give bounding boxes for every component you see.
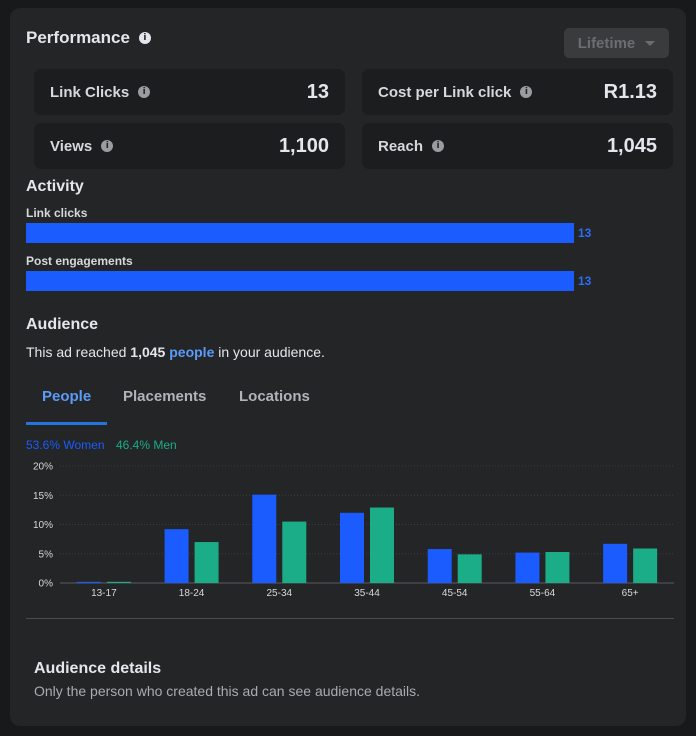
bar-women [515, 552, 540, 583]
tab-locations[interactable]: Locations [239, 388, 310, 405]
metric-label: Cost per Link click [378, 83, 512, 101]
x-tick-label: 45-54 [442, 588, 468, 599]
info-icon[interactable]: i [432, 140, 445, 152]
activity-label-post-engagements: Post engagements [26, 254, 133, 268]
metric-card-cost-per-link-click: Cost per Link click i R1.13 [362, 69, 673, 115]
metric-value: 1,100 [278, 134, 329, 157]
info-icon[interactable]: i [101, 140, 114, 152]
tab-placements[interactable]: Placements [123, 388, 207, 405]
metric-label: Views [50, 137, 93, 155]
y-tick-label: 15% [33, 491, 53, 502]
metric-value: R1.13 [603, 80, 657, 103]
metric-label: Reach [378, 137, 424, 155]
y-tick-label: 10% [33, 520, 53, 531]
info-icon[interactable]: i [138, 32, 151, 44]
audience-details-description: Only the person who created this ad can … [34, 683, 421, 699]
x-tick-label: 35-44 [354, 588, 380, 599]
reach-count: 1,045 [130, 344, 166, 360]
x-tick-label: 55-64 [530, 588, 556, 599]
activity-bar-post-engagements [26, 271, 574, 291]
metric-card-link-clicks: Link Clicks i 13 [34, 69, 345, 115]
reach-prefix: This ad reached [26, 344, 131, 360]
date-range-dropdown[interactable]: Lifetime [564, 28, 669, 58]
y-tick-label: 5% [39, 549, 54, 560]
activity-label-link-clicks: Link clicks [26, 206, 88, 220]
metric-value: 1,045 [606, 134, 657, 157]
x-tick-label: 13-17 [91, 588, 117, 599]
x-tick-label: 18-24 [179, 588, 205, 599]
bar-women [340, 512, 364, 583]
activity-value-post-engagements: 13 [578, 274, 592, 288]
info-icon[interactable]: i [138, 86, 151, 98]
activity-value-link-clicks: 13 [578, 226, 592, 240]
y-tick-label: 20% [33, 462, 53, 473]
bar-women [427, 549, 452, 583]
metric-card-reach: Reach i 1,045 [362, 123, 673, 169]
bar-men [545, 551, 570, 583]
activity-title: Activity [26, 178, 84, 195]
chevron-down-icon [645, 40, 656, 46]
bar-men [282, 521, 307, 583]
audience-title: Audience [26, 316, 99, 333]
metric-card-views: Views i 1,100 [34, 123, 345, 169]
audience-details-title: Audience details [34, 660, 162, 677]
metric-label: Link Clicks [50, 83, 130, 101]
active-tab-indicator [26, 422, 107, 425]
reach-suffix: in your audience. [214, 344, 325, 360]
bar-women [252, 494, 277, 583]
activity-bar-link-clicks [26, 223, 574, 243]
performance-title: Performance [26, 28, 130, 47]
tab-people[interactable]: People [42, 388, 92, 405]
date-range-value: Lifetime [577, 34, 636, 52]
audience-bar-chart: 0% 5% 10% 15% 20% 13-17 18-24 25-34 35-44 45-54 55… [33, 462, 674, 599]
bar-women [603, 543, 628, 583]
metric-value: 13 [306, 80, 329, 103]
divider [26, 618, 674, 619]
legend-women: 53.6% Women [26, 438, 105, 452]
audience-reach-sentence: This ad reached 1,045 people in your aud… [26, 344, 325, 360]
legend-men: 46.4% Men [116, 438, 177, 452]
x-tick-label: 25-34 [266, 588, 292, 599]
performance-header: Performance i [26, 28, 151, 48]
x-tick-label: 65+ [622, 588, 639, 599]
bar-men [370, 507, 394, 583]
info-icon[interactable]: i [520, 86, 533, 98]
bar-men [633, 548, 658, 583]
performance-panel: Performance i Lifetime Link Clicks i 13 C… [10, 8, 686, 726]
bar-men [106, 581, 131, 583]
bar-men [194, 542, 219, 583]
bar-women [76, 581, 101, 583]
people-link[interactable]: people [169, 344, 215, 360]
y-tick-label: 0% [39, 579, 54, 590]
bar-women [164, 529, 189, 583]
bar-men [457, 554, 482, 583]
